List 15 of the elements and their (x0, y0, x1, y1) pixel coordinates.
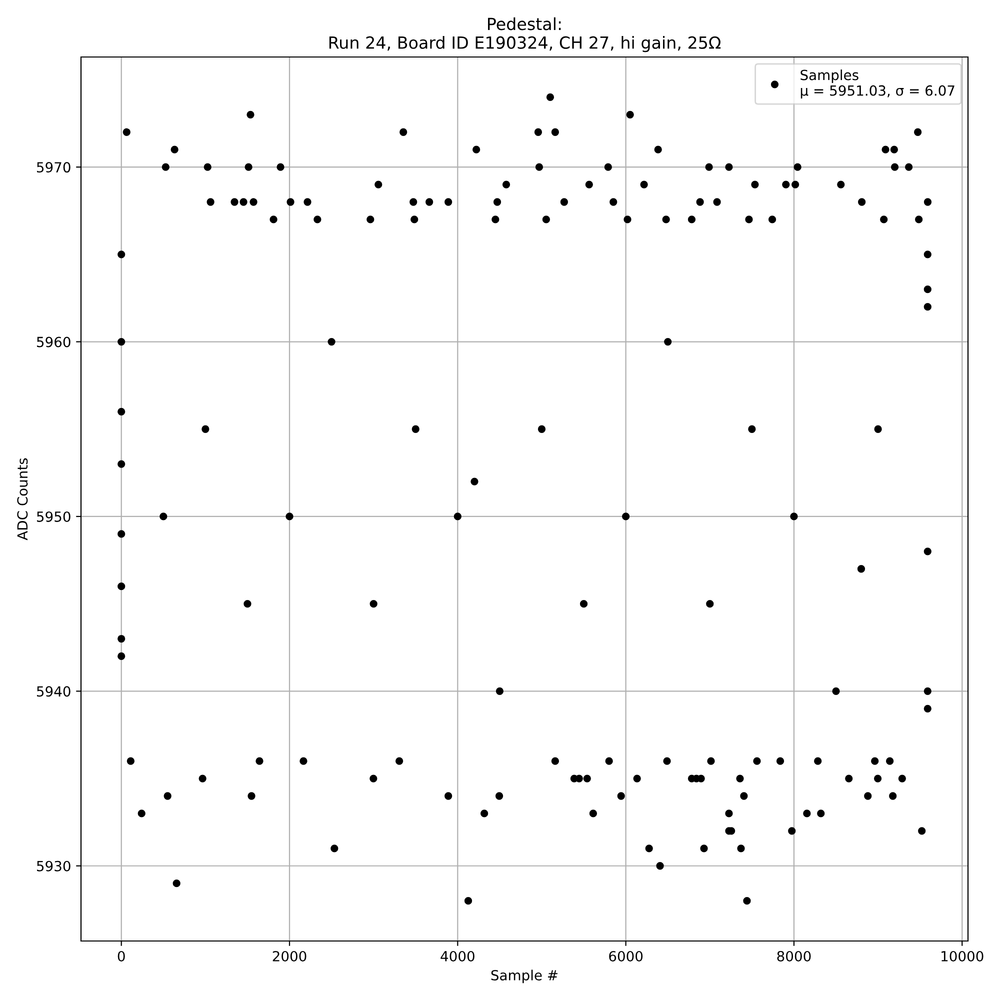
y-tick-label: 5930 (37, 860, 70, 872)
y-tick-label: 5950 (37, 511, 70, 522)
y-tick-label: 5960 (37, 336, 70, 348)
x-tick-label: 4000 (440, 950, 474, 962)
y-tick-label: 5940 (37, 686, 70, 697)
x-tick-label: 8000 (777, 950, 811, 962)
y-axis-title: ADC Counts (17, 458, 28, 540)
x-tick-label: 6000 (609, 950, 643, 962)
y-tick-label: 5970 (37, 162, 70, 173)
x-tick-label: 10000 (942, 950, 984, 962)
legend-label: Samples μ = 5951.03, σ = 6.07 (800, 70, 954, 98)
x-tick-label: 0 (118, 950, 125, 962)
x-axis-title: Sample # (491, 970, 558, 984)
chart-title: Pedestal: Run 24, Board ID E190324, CH 27, hi gain, 25Ω (329, 17, 721, 52)
x-tick-label: 2000 (272, 950, 306, 962)
